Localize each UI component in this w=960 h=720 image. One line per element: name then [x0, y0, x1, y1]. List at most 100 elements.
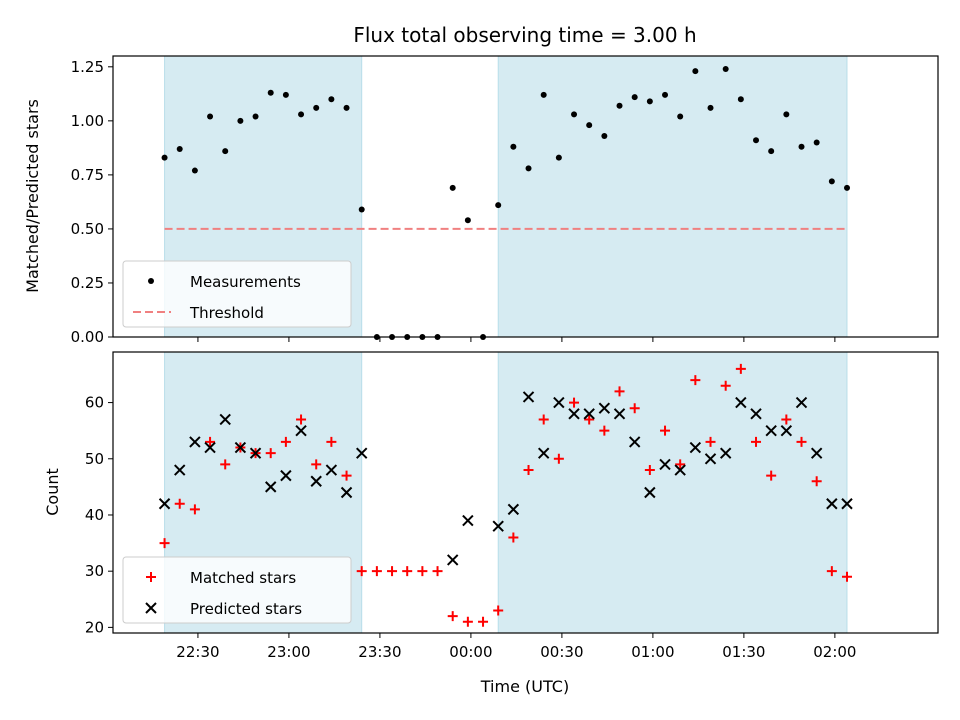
predicted-star-point	[249, 447, 262, 459]
measurement-point	[343, 104, 350, 111]
y-axis-label-ratio: Matched/Predicted stars	[23, 99, 42, 293]
y-tick-label: 60	[85, 394, 104, 412]
predicted-star-point	[174, 464, 186, 476]
measurement-point	[753, 137, 760, 144]
predicted-star-point	[158, 498, 171, 510]
legend-label: Matched stars	[190, 569, 296, 587]
predicted-star-point	[719, 447, 732, 459]
predicted-star-point	[568, 408, 580, 420]
legend-box	[122, 556, 352, 624]
predicted-star-point	[826, 498, 838, 510]
matched-star-point	[720, 380, 731, 391]
predicted-star-point	[265, 481, 277, 493]
predicted-star-point	[613, 408, 626, 420]
predicted-star-point	[628, 436, 641, 448]
count-panel: 20 30 40 50 60 22:30 23:00 23:30 00:00 00:30 01:00…	[85, 351, 939, 661]
predicted-star-point	[446, 554, 459, 566]
legend-x-icon	[145, 602, 157, 614]
matched-star-point	[402, 566, 413, 577]
predicted-star-point	[280, 469, 292, 482]
predicted-star-point	[189, 436, 201, 448]
matched-star-point	[781, 414, 792, 425]
predicted-star-point	[583, 408, 595, 420]
measurement-point	[176, 145, 183, 152]
measurement-point	[510, 143, 517, 150]
predicted-star-point	[356, 447, 368, 459]
matched-star-point	[811, 476, 822, 487]
matched-star-point	[371, 566, 382, 577]
measurement-point	[737, 96, 744, 103]
matched-star-point	[735, 363, 746, 374]
predicted-star-point	[537, 447, 550, 459]
matched-star-point	[523, 465, 534, 476]
matched-star-point	[644, 465, 655, 476]
matched-star-point	[660, 425, 671, 436]
x-tick-label: 01:30	[722, 643, 765, 661]
measurement-point	[449, 184, 456, 191]
matched-star-point	[356, 566, 367, 577]
matched-star-point	[387, 566, 398, 577]
matched-star-point	[417, 566, 428, 577]
predicted-star-point	[765, 424, 777, 437]
measurement-point	[662, 91, 669, 98]
measurement-point	[768, 148, 775, 155]
observing-window	[497, 55, 848, 338]
predicted-star-point	[780, 424, 793, 437]
y-tick-label: 20	[85, 618, 104, 636]
predicted-star-point	[492, 520, 504, 532]
measurement-point	[722, 65, 729, 72]
measurement-point	[571, 111, 578, 118]
legend-dot-icon	[148, 278, 154, 284]
measurement-point	[601, 132, 608, 139]
matched-star-point	[614, 386, 625, 397]
predicted-star-point	[598, 402, 611, 414]
measurement-point	[616, 102, 623, 109]
predicted-star-point	[674, 464, 686, 476]
measurement-point	[267, 89, 274, 96]
predicted-star-point	[310, 475, 322, 487]
y-tick-label: 0.00	[71, 328, 104, 346]
axes-frame	[112, 351, 939, 634]
x-tick-label: 01:00	[631, 643, 674, 661]
y-axis-label-count: Count	[43, 468, 62, 516]
measurement-point	[237, 117, 244, 124]
predicted-star-point	[340, 486, 353, 499]
measurement-point	[495, 202, 502, 209]
predicted-star-point	[234, 441, 247, 454]
legend-box	[122, 260, 352, 328]
measurement-point	[828, 178, 835, 185]
predicted-star-point	[795, 396, 808, 409]
legend-label: Threshold	[189, 304, 264, 322]
measurement-point	[631, 94, 638, 101]
matched-star-point	[205, 436, 216, 447]
axes-frame	[112, 55, 939, 338]
predicted-star-point	[750, 408, 762, 420]
measurement-point	[586, 122, 593, 129]
y-tick-label: 0.75	[71, 166, 104, 184]
matched-star-point	[432, 566, 443, 577]
legend-label: Predicted stars	[190, 600, 302, 618]
matched-star-point	[796, 436, 807, 447]
measurement-point	[798, 143, 805, 150]
matched-star-point	[675, 459, 686, 470]
matched-star-point	[826, 566, 837, 577]
matched-star-point	[569, 397, 580, 408]
predicted-star-point	[507, 503, 520, 516]
matched-star-point	[189, 504, 200, 515]
predicted-star-point	[704, 453, 717, 465]
predicted-star-point	[810, 447, 823, 459]
measurement-point	[783, 111, 790, 118]
matched-star-point	[842, 571, 853, 582]
predicted-star-point	[219, 413, 231, 426]
matched-star-point	[705, 436, 716, 447]
y-tick-label: 0.25	[71, 274, 104, 292]
matched-star-point	[341, 470, 352, 481]
x-tick-label: 00:30	[540, 643, 583, 661]
ratio-panel: 0.00 0.25 0.50 0.75 1.00 1.25 Measurements Thre…	[71, 55, 939, 346]
measurement-point	[207, 113, 214, 120]
matched-star-point	[462, 616, 473, 627]
matched-star-point	[766, 470, 777, 481]
measurement-point	[313, 104, 320, 111]
x-tick-label: 23:30	[358, 643, 401, 661]
